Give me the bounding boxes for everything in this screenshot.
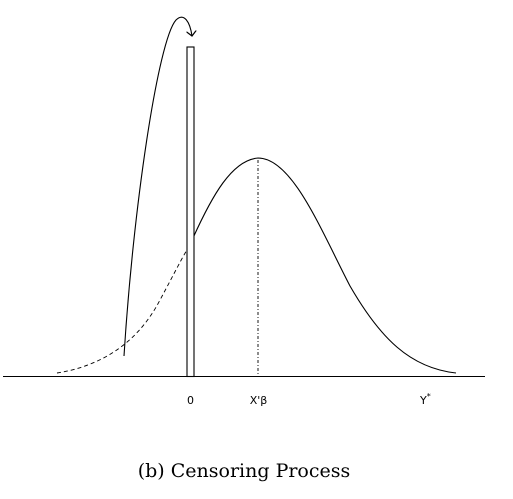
mean-label: X'β: [250, 394, 268, 407]
figure-caption: (b) Censoring Process: [138, 460, 351, 482]
censoring-mass-bar: [187, 47, 194, 377]
latent-variable-label: Y*: [419, 392, 431, 407]
observed-density-curve: [193, 158, 456, 373]
zero-label: 0: [187, 394, 194, 407]
censored-density-tail: [57, 250, 187, 373]
censoring-arrow: [124, 17, 192, 356]
latent-variable-superscript: *: [427, 392, 431, 401]
